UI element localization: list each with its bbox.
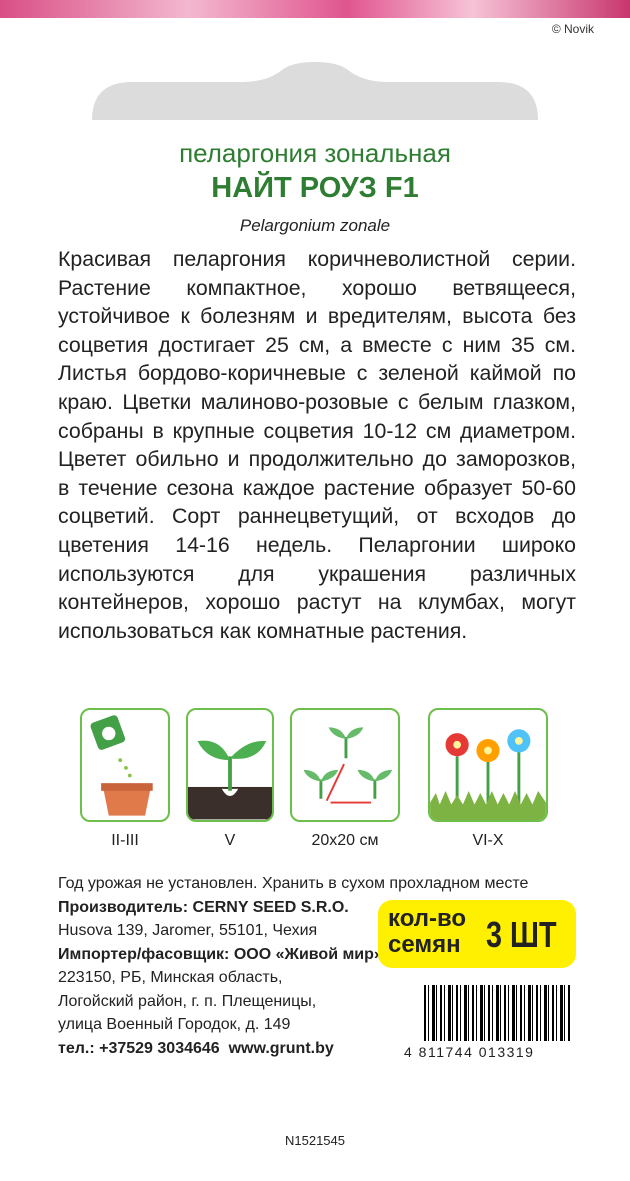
info-line: Производитель: CERNY SEED S.R.O.	[58, 898, 349, 916]
icon-seedling	[186, 708, 274, 822]
title-line1: пеларгония зональная	[179, 138, 451, 168]
window-tab	[92, 62, 538, 120]
product-code: N1521545	[285, 1133, 345, 1148]
icon-label: II-III	[111, 832, 139, 849]
quantity-label: кол-во семян	[388, 906, 466, 958]
info-line: улица Военный Городок, д. 149	[58, 1016, 291, 1033]
barcode-number: 4 811744 013319	[404, 1044, 535, 1060]
description: Красивая пеларгония коричневолистной сер…	[58, 247, 576, 643]
icon-spacing	[290, 708, 400, 822]
quantity-box	[378, 900, 576, 968]
icon-flowers	[428, 708, 548, 822]
latin-name: Pelargonium zonale	[239, 216, 391, 235]
info-line: Год урожая не установлен. Хранить в сухо…	[58, 875, 529, 892]
icon-label: VI-X	[472, 832, 504, 849]
info-line: 223150, РБ, Минская область,	[58, 969, 283, 986]
quantity-line: семян	[388, 931, 461, 958]
info-line: Husova 139, Jaromer, 55101, Чехия	[58, 922, 318, 939]
photo-strip	[0, 0, 630, 18]
info-line: тел.: +37529 3034646 www.grunt.by	[58, 1039, 334, 1057]
quantity-count: 3 ШТ	[486, 914, 557, 955]
info-block: Год урожая не установлен. Хранить в сухо…	[58, 872, 528, 1060]
info-line: Логойский район, г. п. Плещеницы,	[58, 992, 317, 1010]
icon-label: 20x20 см	[311, 832, 379, 849]
copyright: © Novik	[551, 22, 594, 36]
barcode	[424, 985, 572, 1041]
icon-sowing	[80, 708, 170, 822]
title-line2: НАЙТ РОУЗ F1	[211, 172, 419, 204]
info-line: Импортер/фасовщик: ООО «Живой мир»	[58, 945, 383, 963]
icon-label: V	[224, 832, 236, 849]
quantity-line: кол-во	[388, 905, 467, 932]
